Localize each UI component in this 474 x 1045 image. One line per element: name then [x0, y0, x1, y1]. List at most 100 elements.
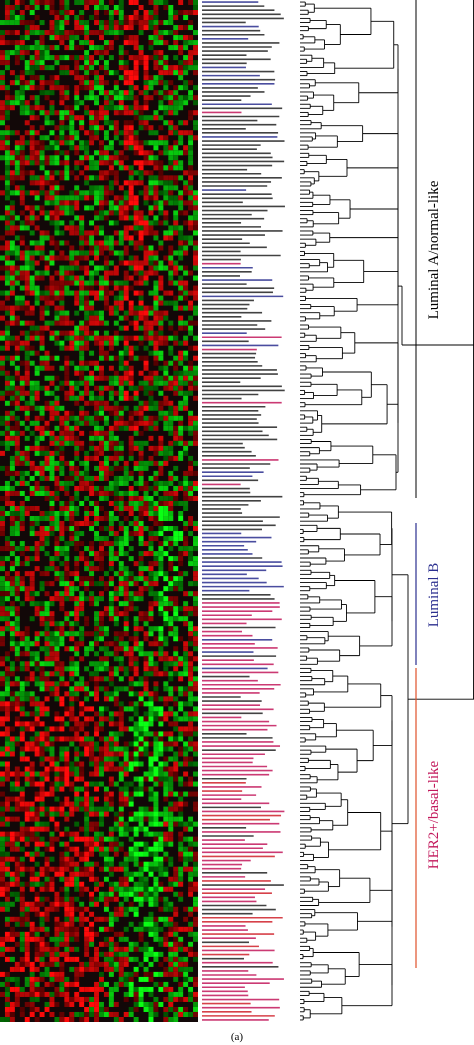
heatmap-cell	[118, 631, 124, 637]
heatmap-cell	[103, 581, 109, 587]
heatmap-cell	[9, 836, 15, 842]
heatmap-cell	[59, 661, 65, 667]
heatmap-cell	[128, 886, 134, 892]
heatmap-cell	[188, 140, 194, 146]
heatmap-cell	[79, 776, 85, 782]
heatmap-cell	[74, 300, 80, 306]
heatmap-cell	[103, 485, 109, 491]
heatmap-cell	[138, 455, 144, 461]
heatmap-cell	[153, 215, 159, 221]
heatmap-cell	[148, 130, 154, 136]
heatmap-cell	[148, 270, 154, 276]
heatmap-cell	[19, 641, 25, 647]
heatmap-cell	[84, 631, 90, 637]
heatmap-cell	[89, 420, 95, 426]
heatmap-cell	[64, 516, 70, 522]
heatmap-cell	[163, 916, 169, 922]
heatmap-cell	[4, 205, 10, 211]
heatmap-cell	[54, 160, 60, 166]
heatmap-cell	[84, 455, 90, 461]
heatmap-cell	[118, 205, 124, 211]
heatmap-cell	[24, 80, 30, 86]
heatmap-cell	[84, 35, 90, 41]
heatmap-cell	[54, 155, 60, 161]
heatmap-cell	[89, 165, 95, 171]
heatmap-cell	[193, 771, 198, 777]
heatmap-cell	[178, 305, 184, 311]
heatmap-cell	[183, 751, 189, 757]
heatmap-cell	[178, 751, 184, 757]
heatmap-cell	[178, 280, 184, 286]
heatmap-cell	[108, 105, 114, 111]
heatmap-cell	[158, 325, 164, 331]
heatmap-cell	[14, 556, 20, 562]
heatmap-cell	[74, 801, 80, 807]
heatmap-cell	[69, 40, 75, 46]
heatmap-cell	[173, 911, 179, 917]
heatmap-cell	[123, 761, 129, 767]
heatmap-cell	[74, 60, 80, 66]
heatmap-cell	[94, 756, 99, 762]
heatmap-cell	[158, 160, 164, 166]
heatmap-cell	[59, 150, 65, 156]
heatmap-cell	[158, 861, 164, 867]
heatmap-cell	[193, 420, 198, 426]
heatmap-cell	[168, 400, 174, 406]
heatmap-cell	[183, 856, 189, 862]
heatmap-cell	[9, 631, 15, 637]
heatmap-cell	[29, 641, 35, 647]
heatmap-cell	[138, 115, 144, 121]
heatmap-cell	[54, 871, 60, 877]
heatmap-cell	[168, 490, 174, 496]
heatmap-cell	[24, 35, 30, 41]
heatmap-cell	[4, 821, 10, 827]
heatmap-cell	[173, 606, 179, 612]
heatmap-cell	[178, 531, 184, 537]
heatmap-cell	[44, 541, 50, 547]
heatmap-cell	[193, 571, 198, 577]
heatmap-cell	[183, 235, 189, 241]
heatmap-cell	[39, 445, 45, 451]
heatmap-cell	[94, 601, 99, 607]
heatmap-cell	[74, 916, 80, 922]
heatmap-cell	[118, 455, 124, 461]
heatmap-cell	[99, 816, 104, 822]
heatmap-cell	[79, 65, 85, 71]
heatmap-cell	[193, 230, 198, 236]
heatmap-cell	[99, 896, 104, 902]
heatmap-cell	[163, 896, 169, 902]
heatmap-cell	[158, 811, 164, 817]
heatmap-cell	[4, 536, 10, 542]
heatmap-cell	[94, 841, 99, 847]
heatmap-cell	[44, 490, 50, 496]
heatmap-cell	[163, 140, 169, 146]
heatmap-cell	[64, 280, 70, 286]
heatmap-cell	[64, 736, 70, 742]
heatmap-cell	[19, 270, 25, 276]
heatmap-cell	[4, 495, 10, 501]
heatmap-cell	[4, 891, 10, 897]
heatmap-cell	[44, 681, 50, 687]
heatmap-cell	[99, 85, 104, 91]
heatmap-cell	[34, 771, 40, 777]
heatmap-cell	[183, 801, 189, 807]
heatmap-cell	[84, 941, 90, 947]
heatmap-cell	[29, 671, 35, 677]
heatmap-cell	[143, 651, 149, 657]
heatmap-cell	[59, 716, 65, 722]
heatmap-cell	[158, 906, 164, 912]
heatmap-cell	[29, 205, 35, 211]
heatmap-cell	[69, 596, 75, 602]
heatmap-cell	[84, 420, 90, 426]
heatmap-cell	[188, 836, 194, 842]
heatmap-cell	[138, 521, 144, 527]
heatmap-cell	[193, 791, 198, 797]
heatmap-cell	[193, 841, 198, 847]
heatmap-cell	[59, 746, 65, 752]
heatmap-cell	[0, 40, 5, 46]
heatmap-cell	[54, 475, 60, 481]
heatmap-cell	[153, 110, 159, 116]
heatmap-cell	[34, 521, 40, 527]
heatmap-cell	[54, 335, 60, 341]
heatmap-cell	[118, 150, 124, 156]
